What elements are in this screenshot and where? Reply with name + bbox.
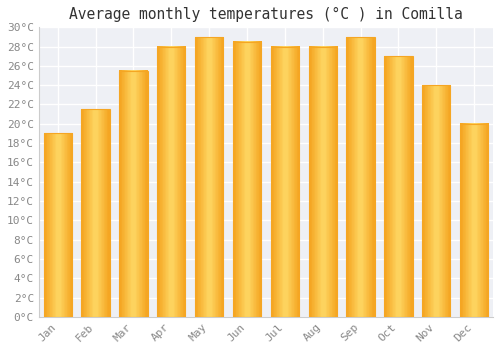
Bar — [82, 109, 110, 317]
Title: Average monthly temperatures (°C ) in Comilla: Average monthly temperatures (°C ) in Co… — [69, 7, 463, 22]
Bar — [233, 42, 261, 317]
Bar — [384, 56, 412, 317]
Bar — [270, 47, 299, 317]
Bar — [422, 85, 450, 317]
Bar — [346, 37, 375, 317]
Bar — [195, 37, 224, 317]
Bar — [308, 47, 337, 317]
Bar — [119, 71, 148, 317]
Bar — [460, 124, 488, 317]
Bar — [44, 133, 72, 317]
Bar — [157, 47, 186, 317]
